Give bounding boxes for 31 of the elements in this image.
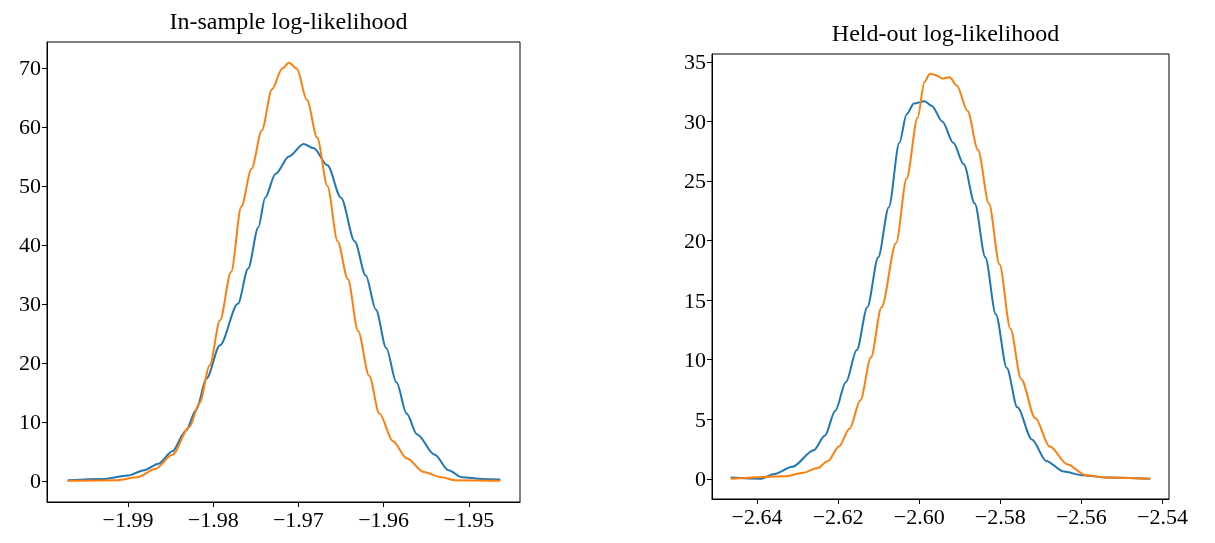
x-tick-label: −1.97	[272, 506, 324, 532]
x-tick-label: −2.54	[1137, 503, 1188, 529]
y-tick-label: 5	[695, 406, 706, 432]
y-tick-label: 20	[19, 350, 41, 376]
y-tick-label: 30	[19, 291, 41, 317]
y-tick-label: 30	[684, 108, 706, 134]
x-tick-label: −2.62	[812, 503, 864, 529]
y-tick-label: 25	[684, 168, 706, 194]
y-tick-label: 50	[19, 173, 41, 199]
x-tick-label: −2.56	[1055, 503, 1107, 529]
y-tick-label: 15	[684, 287, 706, 313]
y-tick-label: 70	[19, 55, 41, 81]
line-series	[67, 143, 501, 482]
y-tick-label: 0	[695, 466, 706, 492]
y-tick-label: 10	[19, 409, 41, 435]
y-tick-label: 0	[30, 468, 41, 494]
y-tick-label: 20	[684, 228, 706, 254]
line-series	[67, 61, 501, 482]
x-tick-label: −1.99	[102, 506, 154, 532]
chart-title: In-sample log-likelihood	[169, 8, 408, 34]
y-tick-label: 35	[684, 49, 706, 75]
y-tick-label: 10	[684, 347, 706, 373]
x-tick-label: −2.58	[974, 503, 1026, 529]
x-tick-label: −1.98	[187, 506, 239, 532]
y-tick-label: 40	[19, 232, 41, 258]
y-tick-label: 60	[19, 114, 41, 140]
x-tick-label: −1.95	[443, 506, 495, 532]
chart-title: Held-out log-likelihood	[831, 20, 1060, 46]
x-tick-label: −2.64	[731, 503, 783, 529]
x-tick-label: −1.96	[358, 506, 410, 532]
x-tick-label: −2.60	[893, 503, 945, 529]
